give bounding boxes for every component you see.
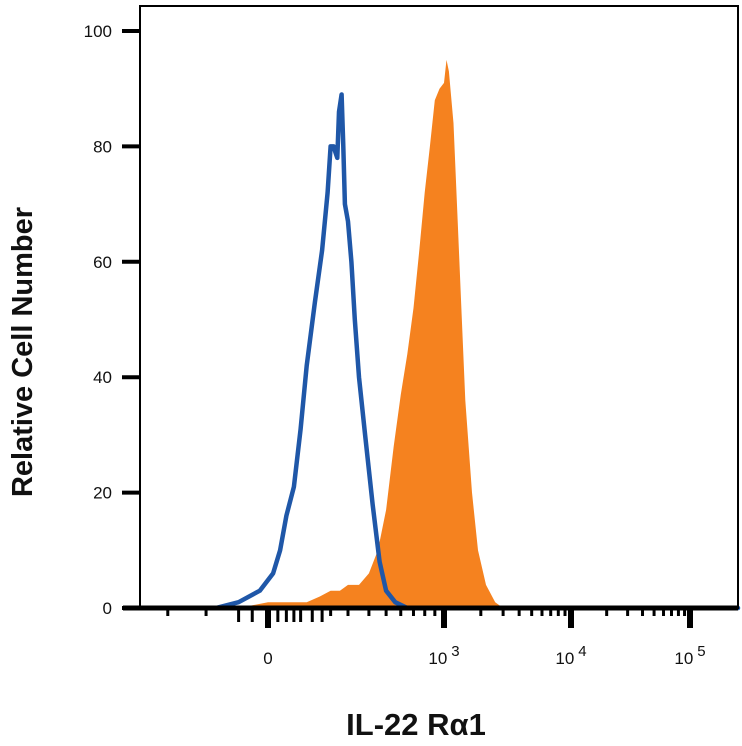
y-tick-label: 0 bbox=[103, 599, 112, 618]
x-tick-label: 0 bbox=[263, 649, 272, 668]
isotype-area-series-fill bbox=[140, 59, 738, 608]
y-axis-title: Relative Cell Number bbox=[7, 207, 39, 497]
y-tick-label: 100 bbox=[84, 22, 112, 41]
x-tick-exponent: 3 bbox=[451, 643, 459, 660]
x-tick-exponent: 5 bbox=[697, 643, 705, 660]
x-tick-label: 10 3 bbox=[428, 643, 459, 668]
x-tick-label: 10 4 bbox=[555, 643, 586, 668]
y-tick-label: 80 bbox=[93, 137, 112, 156]
y-tick-label: 40 bbox=[93, 368, 112, 387]
axes-layer bbox=[122, 5, 739, 628]
x-axis-title: IL-22 Rα1 bbox=[346, 707, 486, 742]
x-tick-exponent: 4 bbox=[578, 643, 586, 660]
y-tick-label: 60 bbox=[93, 253, 112, 272]
series-layer bbox=[137, 59, 741, 611]
x-tick-label: 10 5 bbox=[674, 643, 705, 668]
y-tick-label: 20 bbox=[93, 484, 112, 503]
